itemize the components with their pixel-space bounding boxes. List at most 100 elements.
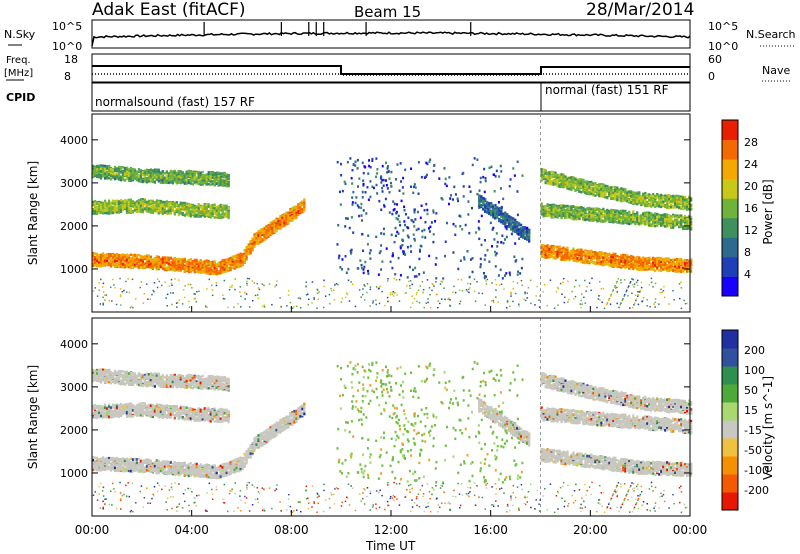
power-cell — [277, 219, 280, 223]
power-cell — [199, 262, 202, 265]
power-cell — [285, 211, 288, 215]
power-cell — [117, 202, 121, 205]
power-cell — [552, 205, 555, 208]
power-cell — [195, 266, 198, 270]
power-cell — [125, 211, 129, 215]
power-cell — [145, 206, 149, 209]
power-cell — [167, 266, 170, 269]
power-cell — [227, 211, 230, 214]
power-cell — [225, 184, 228, 188]
power-cell — [113, 254, 117, 257]
power-cell — [253, 233, 256, 236]
power-cell — [149, 263, 153, 266]
power-cell — [141, 260, 145, 264]
power-cell — [115, 208, 119, 212]
power-cell — [209, 180, 212, 183]
power-cell — [283, 217, 286, 221]
power-cell — [227, 214, 230, 218]
power-cell — [263, 235, 266, 239]
power-cell — [263, 230, 266, 233]
power-cell — [658, 257, 661, 260]
power-cell — [596, 252, 599, 255]
power-cell — [219, 205, 222, 208]
power-cell — [179, 180, 182, 184]
power-cell — [634, 256, 637, 260]
power-cell — [171, 263, 174, 266]
power-cell — [227, 257, 230, 261]
power-cell — [153, 171, 156, 174]
power-cell — [604, 256, 607, 260]
power-cell — [141, 198, 145, 201]
power-cell — [175, 178, 178, 182]
power-cell — [141, 256, 145, 260]
power-cell — [672, 258, 675, 261]
power-cell — [205, 259, 208, 262]
power-cell — [189, 209, 192, 213]
power-cell — [576, 215, 579, 218]
power-cell — [219, 183, 222, 187]
power-cell — [165, 201, 168, 205]
power-cell — [171, 205, 174, 209]
power-cell — [181, 206, 184, 210]
power-cell — [149, 255, 153, 259]
power-cell — [95, 168, 99, 171]
power-cell — [129, 260, 133, 264]
power-cell — [125, 207, 129, 211]
power-cell — [141, 264, 145, 267]
power-cell — [177, 257, 180, 261]
power-cell — [678, 260, 681, 263]
power-cell — [169, 261, 172, 265]
power-cell — [548, 255, 551, 258]
freq-unit-label: [MHz] — [4, 68, 33, 79]
power-cell — [558, 250, 561, 254]
power-cell — [682, 262, 685, 265]
power-cell — [670, 268, 673, 272]
power-cell — [548, 245, 551, 248]
power-cell — [241, 254, 244, 257]
power-cell — [155, 258, 158, 261]
power-cell — [155, 170, 158, 173]
power-cell — [249, 242, 252, 246]
power-cell — [215, 270, 218, 274]
power-cell — [217, 179, 220, 183]
power-cell — [205, 266, 208, 270]
power-cell — [153, 263, 156, 267]
power-cell — [167, 256, 170, 260]
power-cell — [173, 257, 176, 260]
power-cell — [251, 242, 254, 246]
power-cell — [630, 257, 633, 260]
power-cell — [648, 267, 651, 271]
power-cell — [211, 173, 214, 177]
power-cell — [101, 164, 105, 168]
power-cell — [628, 260, 631, 264]
power-cell — [177, 265, 180, 269]
power-cell — [211, 176, 214, 180]
power-cell — [219, 175, 222, 179]
power-cell — [666, 264, 669, 268]
power-cell — [636, 255, 639, 259]
power-cell — [183, 258, 186, 261]
power-cell — [235, 264, 238, 267]
power-cell — [165, 259, 168, 262]
power-cell — [261, 231, 264, 235]
power-cell — [564, 209, 567, 212]
power-cell — [201, 176, 204, 179]
power-cell — [177, 203, 180, 207]
power-cell — [187, 269, 190, 272]
power-cell — [590, 208, 593, 211]
power-cell — [271, 225, 274, 229]
power-cell — [265, 225, 268, 228]
power-cell — [682, 259, 685, 262]
power-cell — [189, 214, 192, 218]
power-cell — [117, 210, 121, 213]
noise-panel: N.Sky 10^5 10^0 10^5 10^0 N.Search — [4, 19, 796, 53]
power-cell — [181, 203, 184, 207]
power-cell — [145, 168, 149, 172]
power-cell — [205, 210, 208, 214]
power-cell — [107, 207, 111, 210]
power-cell — [111, 253, 115, 257]
power-cell — [584, 211, 587, 215]
power-cell — [269, 226, 272, 229]
power-cell — [187, 264, 190, 268]
power-cell — [179, 258, 182, 261]
